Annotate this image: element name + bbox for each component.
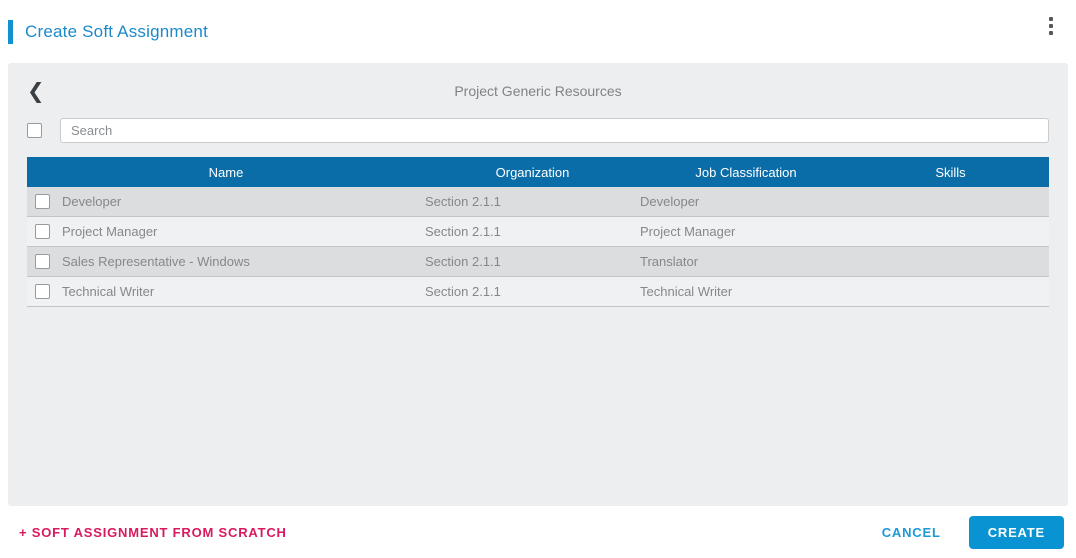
table-header-row: Name Organization Job Classification Ski… [27, 157, 1049, 187]
kebab-menu-icon[interactable] [1042, 14, 1060, 38]
search-row [27, 118, 1049, 143]
cell-organization: Section 2.1.1 [425, 284, 501, 299]
cell-organization: Section 2.1.1 [425, 254, 501, 269]
soft-assignment-from-scratch-link[interactable]: + SOFT ASSIGNMENT FROM SCRATCH [19, 524, 287, 540]
row-checkbox[interactable] [35, 284, 50, 299]
column-header-skills[interactable]: Skills [935, 164, 966, 180]
row-checkbox[interactable] [35, 254, 50, 269]
footer-actions: CANCEL CREATE [881, 515, 1064, 549]
cell-name: Project Manager [62, 224, 158, 239]
cell-name: Sales Representative - Windows [62, 254, 250, 269]
table-row[interactable]: Sales Representative - Windows Section 2… [27, 247, 1049, 277]
panel-title: Project Generic Resources [454, 83, 622, 99]
table-row[interactable]: Developer Section 2.1.1 Developer [27, 187, 1049, 217]
column-header-name[interactable]: Name [208, 164, 244, 180]
select-all-checkbox[interactable] [27, 123, 42, 138]
cell-job-classification: Developer [640, 194, 700, 209]
row-checkbox[interactable] [35, 224, 50, 239]
cell-name: Technical Writer [62, 284, 155, 299]
back-icon[interactable]: ❮ [27, 78, 45, 103]
resource-picker-panel: ❮ Project Generic Resources Name Organiz… [8, 63, 1068, 506]
title-accent-bar [8, 19, 13, 44]
table-row[interactable]: Technical Writer Section 2.1.1 Technical… [27, 277, 1049, 307]
page-title: Create Soft Assignment [25, 21, 208, 41]
create-button[interactable]: CREATE [968, 515, 1064, 549]
dialog-header: Create Soft Assignment [0, 0, 1076, 63]
row-checkbox[interactable] [35, 194, 50, 209]
cell-job-classification: Project Manager [640, 224, 736, 239]
search-input[interactable] [60, 118, 1049, 143]
cell-name: Developer [62, 194, 122, 209]
cell-organization: Section 2.1.1 [425, 224, 501, 239]
dialog-footer: + SOFT ASSIGNMENT FROM SCRATCH CANCEL CR… [0, 506, 1076, 558]
cell-job-classification: Technical Writer [640, 284, 733, 299]
column-header-job-classification[interactable]: Job Classification [695, 164, 797, 180]
cancel-button[interactable]: CANCEL [881, 524, 941, 540]
cell-job-classification: Translator [640, 254, 699, 269]
cell-organization: Section 2.1.1 [425, 194, 501, 209]
table-row[interactable]: Project Manager Section 2.1.1 Project Ma… [27, 217, 1049, 247]
column-header-organization[interactable]: Organization [495, 164, 570, 180]
panel-header: ❮ Project Generic Resources [27, 74, 1049, 108]
generic-resources-table: Name Organization Job Classification Ski… [27, 157, 1049, 307]
